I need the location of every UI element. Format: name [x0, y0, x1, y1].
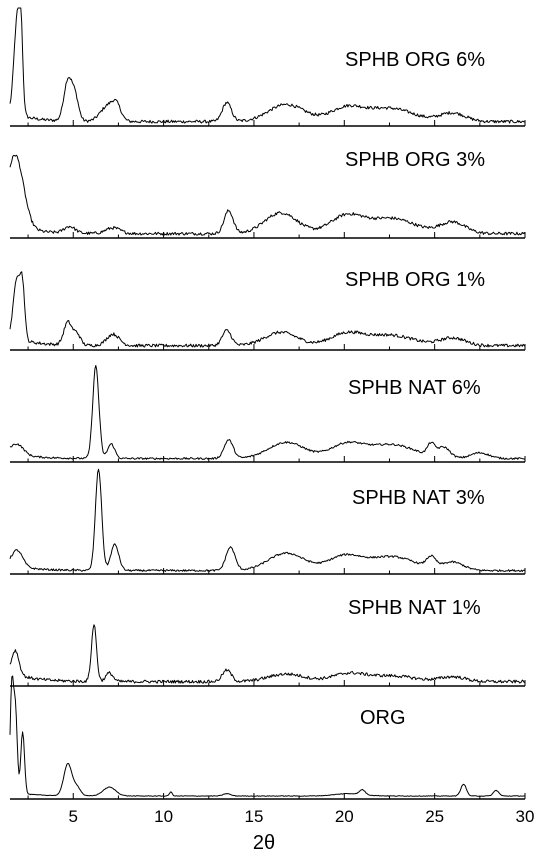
series-label: SPHB NAT 6%	[348, 377, 481, 399]
panel-sphb-org-3: SPHB ORG 3%	[9, 149, 526, 239]
series-label: SPHB ORG 3%	[345, 149, 485, 171]
series-line-sphb-nat-6	[9, 365, 526, 460]
series-label: SPHB ORG 6%	[345, 49, 485, 71]
series-label: SPHB NAT 1%	[348, 597, 481, 619]
x-tick-label: 10	[154, 807, 173, 826]
series-label: ORG	[360, 707, 406, 729]
x-axis-title: 2θ	[253, 832, 275, 854]
x-tick-label: 15	[244, 807, 263, 826]
panel-sphb-nat-1: SPHB NAT 1%	[9, 597, 526, 687]
series-line-sphb-org-3	[9, 154, 526, 236]
x-tick-label: 20	[335, 807, 354, 826]
series-line-org	[9, 675, 526, 797]
series-label: SPHB NAT 3%	[352, 487, 485, 509]
series-line-sphb-org-1	[9, 271, 526, 348]
series-line-sphb-nat-3	[9, 468, 526, 572]
x-tick-label: 30	[516, 807, 535, 826]
panel-sphb-nat-3: SPHB NAT 3%	[9, 468, 526, 575]
x-tick-label: 25	[425, 807, 444, 826]
x-axis-tick-labels: 5 10 15 20 25 30	[69, 807, 535, 826]
panel-org: ORG	[9, 675, 526, 800]
panel-sphb-org-6: SPHB ORG 6%	[9, 7, 526, 127]
chart-panels: SPHB ORG 6% SPHB ORG 3% SPHB ORG 1% SPHB NA…	[9, 7, 526, 800]
series-label: SPHB ORG 1%	[345, 269, 485, 291]
panel-sphb-nat-6: SPHB NAT 6%	[9, 365, 526, 463]
series-line-sphb-nat-1	[9, 624, 526, 684]
series-line-sphb-org-6	[9, 7, 526, 124]
panel-sphb-org-1: SPHB ORG 1%	[9, 269, 526, 351]
x-tick-label: 5	[69, 807, 78, 826]
